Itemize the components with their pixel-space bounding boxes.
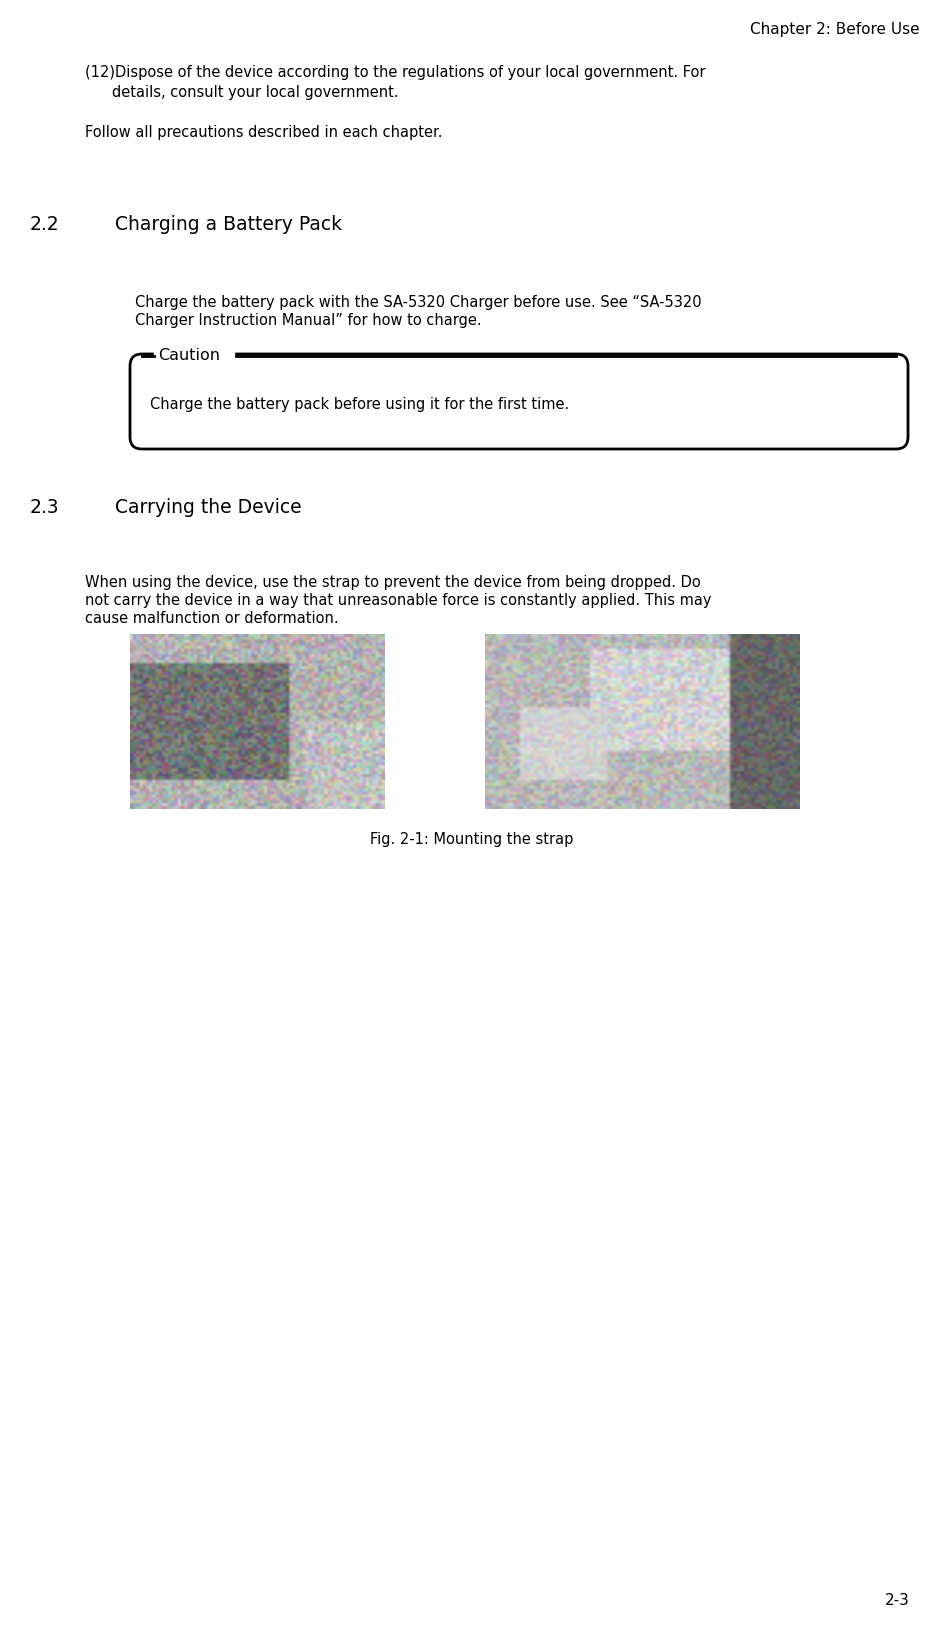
Text: (12)Dispose of the device according to the regulations of your local government.: (12)Dispose of the device according to t… — [85, 65, 705, 80]
Text: Charger Instruction Manual” for how to charge.: Charger Instruction Manual” for how to c… — [135, 313, 482, 328]
Text: 2.3: 2.3 — [30, 497, 59, 517]
Text: Carrying the Device: Carrying the Device — [115, 497, 302, 517]
Text: Follow all precautions described in each chapter.: Follow all precautions described in each… — [85, 126, 442, 140]
FancyBboxPatch shape — [130, 355, 908, 450]
Text: Charge the battery pack before using it for the first time.: Charge the battery pack before using it … — [150, 396, 570, 412]
Text: not carry the device in a way that unreasonable force is constantly applied. Thi: not carry the device in a way that unrea… — [85, 593, 712, 608]
Text: Chapter 2: Before Use: Chapter 2: Before Use — [751, 21, 920, 37]
Text: Charge the battery pack with the SA-5320 Charger before use. See “SA-5320: Charge the battery pack with the SA-5320… — [135, 295, 702, 310]
Text: 2-3: 2-3 — [885, 1593, 910, 1607]
Text: cause malfunction or deformation.: cause malfunction or deformation. — [85, 611, 339, 626]
Text: 2.2: 2.2 — [30, 215, 59, 233]
Text: Charging a Battery Pack: Charging a Battery Pack — [115, 215, 342, 233]
Text: Fig. 2-1: Mounting the strap: Fig. 2-1: Mounting the strap — [370, 831, 573, 846]
Text: details, consult your local government.: details, consult your local government. — [112, 85, 399, 99]
Text: Caution: Caution — [158, 349, 220, 363]
Text: When using the device, use the strap to prevent the device from being dropped. D: When using the device, use the strap to … — [85, 575, 701, 590]
